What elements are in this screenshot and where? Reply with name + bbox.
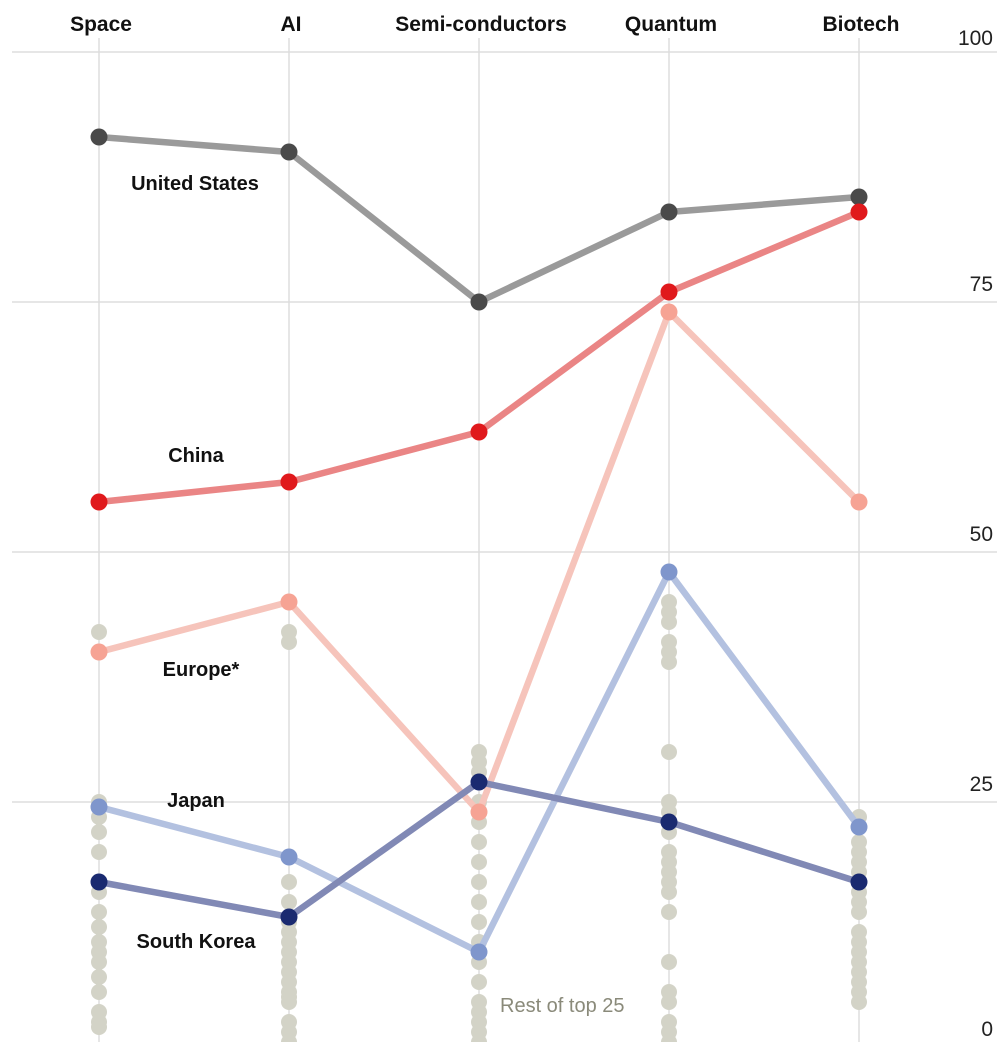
rest-point [91,954,107,970]
rest-point [91,844,107,860]
rest-point [91,919,107,935]
rest-point [661,904,677,920]
series-labels: United States China Europe* Japan South Kore… [131,173,259,953]
data-point-japan [470,943,488,961]
data-point-china [660,283,678,301]
category-labels: Space AI Semi-conductors Quantum Biotech [70,13,899,36]
data-point-united-states [660,203,678,221]
series-label-china: China [168,445,224,467]
data-point-europe [90,643,108,661]
data-point-japan [90,798,108,816]
rest-point [471,894,487,910]
y-tick-label-25: 25 [970,773,993,796]
data-point-south-korea [470,773,488,791]
category-label-ai: AI [281,13,302,36]
data-point-south-korea [850,873,868,891]
data-point-china [90,493,108,511]
category-label-semi-conductors: Semi-conductors [395,13,567,36]
rest-point [91,969,107,985]
rest-point [91,624,107,640]
rest-point [661,654,677,670]
rest-point [282,1039,296,1042]
y-tick-label-100: 100 [958,27,993,50]
rest-point [471,914,487,930]
data-point-united-states [90,128,108,146]
data-point-united-states [280,143,298,161]
rest-point [471,974,487,990]
rest-point [472,1039,486,1042]
data-point-china [280,473,298,491]
data-point-china [470,423,488,441]
series-label-united-states: United States [131,173,259,195]
data-point-united-states [850,188,868,206]
data-point-japan [660,563,678,581]
rest-of-top-25-label: Rest of top 25 [500,995,625,1017]
rest-point [281,1034,297,1042]
rest-point [471,1034,487,1042]
data-point-china [850,203,868,221]
rest-point [91,1019,107,1035]
rest-point [471,854,487,870]
rest-point [91,904,107,920]
category-label-biotech: Biotech [822,13,899,36]
rest-point [661,614,677,630]
y-tick-label-0: 0 [981,1018,993,1041]
rest-point [281,874,297,890]
rest-point [471,834,487,850]
data-point-united-states [470,293,488,311]
data-point-europe [280,593,298,611]
rest-point [281,634,297,650]
data-point-south-korea [660,813,678,831]
data-point-europe [660,303,678,321]
rest-point [661,1034,677,1042]
y-axis-ticks: 100 75 50 25 0 [958,27,993,1041]
series-label-japan: Japan [167,790,225,812]
rest-point [662,1039,676,1042]
y-tick-label-50: 50 [970,523,993,546]
y-tick-label-75: 75 [970,273,993,296]
data-point-europe [850,493,868,511]
rest-point [661,744,677,760]
series-label-south-korea: South Korea [137,931,257,953]
data-point-japan [280,848,298,866]
rest-point [91,984,107,1000]
series-label-europe: Europe* [163,659,240,681]
series-points [90,128,868,961]
rest-point [661,994,677,1010]
rest-point [851,904,867,920]
data-point-south-korea [280,908,298,926]
category-label-space: Space [70,13,132,36]
data-point-japan [850,818,868,836]
rest-point [661,884,677,900]
rest-point [91,824,107,840]
category-label-quantum: Quantum [625,13,717,36]
data-point-south-korea [90,873,108,891]
rest-point [281,994,297,1010]
rest-point [281,894,297,910]
rest-point [661,954,677,970]
rest-point [471,874,487,890]
data-point-europe [470,803,488,821]
rest-point [851,994,867,1010]
